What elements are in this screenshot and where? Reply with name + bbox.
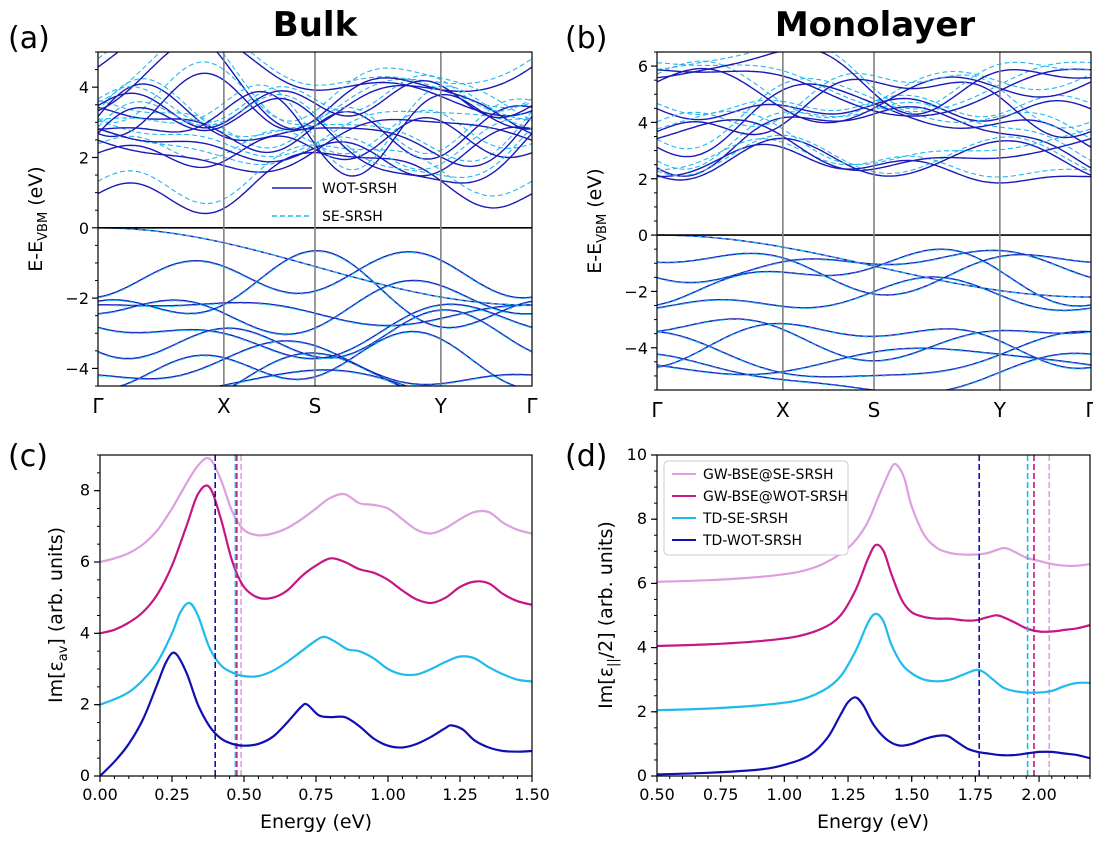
panel-d-ytick-label: 10 — [627, 445, 647, 464]
panel-b-band-se — [657, 101, 1091, 170]
panel-a-ylabel: E-EVBM (eV) — [25, 166, 51, 271]
panel-b-kpoint-label: Γ — [651, 398, 663, 422]
monolayer-kpoint-lines — [782, 52, 1001, 390]
panel-a-legend: WOT-SRSH SE-SRSH — [272, 181, 397, 225]
panel-b-monolayer-bands: 6 4 2 0 −2 −4 Γ X S Y Γ E-EVBM (eV) — [584, 51, 1093, 422]
panel-b-kpoint-label: X — [776, 398, 790, 422]
panel-a-ytick-label: 2 — [79, 148, 89, 167]
panel-a-band-se — [98, 304, 532, 360]
panel-c-xtick-label: 0.75 — [298, 785, 334, 804]
panel-c-ytick-label: 4 — [80, 623, 90, 642]
panel-d-ytick-label: 8 — [637, 509, 647, 528]
panel-label-b: (b) — [565, 21, 607, 56]
panel-b-ytick-label: 0 — [638, 226, 648, 245]
panel-d-series-0 — [657, 462, 1090, 583]
panel-a-band-se — [98, 227, 532, 306]
legend-label-td-se: TD-SE-SRSH — [702, 511, 788, 527]
panel-b-ytick-label: 6 — [638, 57, 648, 76]
panel-d-xtick-label: 0.75 — [703, 785, 739, 804]
panel-a-band-se — [98, 251, 532, 300]
panel-a-ytick-label: −4 — [65, 359, 89, 378]
title-bulk: Bulk — [273, 5, 359, 45]
panel-c-ytick-label: 2 — [80, 695, 90, 714]
panel-c-curves — [100, 455, 532, 776]
panel-b-ytick-label: 4 — [638, 113, 648, 132]
legend-box — [663, 460, 849, 556]
panel-c-xtick-label: 1.50 — [514, 785, 550, 804]
legend-label-td-wot: TD-WOT-SRSH — [702, 533, 802, 549]
legend-label-wot: WOT-SRSH — [322, 181, 397, 197]
panel-d-xtick-label: 1.75 — [958, 785, 994, 804]
panel-d-xtick-label: 2.00 — [1021, 785, 1057, 804]
panel-c-xtick-label: 1.25 — [442, 785, 478, 804]
title-monolayer: Monolayer — [775, 5, 976, 45]
panel-d-xtick-label: 0.50 — [639, 785, 675, 804]
panel-d-xlabel: Energy (eV) — [817, 811, 929, 833]
panel-d-legend: GW-BSE@SE-SRSH GW-BSE@WOT-SRSH TD-SE-SRS… — [663, 460, 849, 556]
panel-b-kpoint-label: S — [868, 398, 881, 422]
panel-c-frame — [99, 454, 533, 777]
panel-d-ytick-label: 0 — [637, 766, 647, 785]
panel-d-series-1 — [657, 543, 1090, 648]
panel-d-monolayer-spectra: 0.50 0.75 1.00 1.25 1.50 1.75 2.00 0 2 4 6 8 10 Ener… — [595, 445, 1091, 833]
panel-d-series-2 — [657, 612, 1090, 712]
bulk-kpoint-lines — [223, 52, 442, 386]
panel-d-curves — [657, 455, 1090, 776]
legend-label-gwbse-se: GW-BSE@SE-SRSH — [703, 467, 834, 483]
panel-b-band-se — [657, 249, 1091, 308]
panel-b-band-se — [657, 353, 1091, 390]
panel-label-c: (c) — [8, 439, 48, 474]
panel-d-xtick-label: 1.50 — [894, 785, 930, 804]
panel-b-ytick-label: 2 — [638, 170, 648, 189]
panel-d-ylabel: Im[ε||/2] (arb. units) — [595, 521, 621, 709]
panel-c-ytick-label: 8 — [80, 481, 90, 500]
panel-c-xlabel: Energy (eV) — [260, 811, 372, 833]
legend-label-se: SE-SRSH — [322, 209, 383, 225]
panel-a-ytick-label: 4 — [79, 78, 89, 97]
panel-d-ytick-label: 2 — [637, 702, 647, 721]
panel-c-series-0 — [100, 456, 532, 564]
panel-a-kpoint-label: Y — [434, 394, 448, 418]
panel-d-ytick-label: 6 — [637, 573, 647, 592]
panel-label-d: (d) — [565, 439, 607, 474]
panel-c-xtick-label: 1.00 — [370, 785, 406, 804]
panel-c-ticks: 0.00 0.25 0.50 0.75 1.00 1.25 1.50 0 2 4 6 8 — [80, 454, 550, 804]
panel-a-kpoint-label: Γ — [526, 394, 538, 418]
panel-c-ytick-label: 6 — [80, 552, 90, 571]
panel-d-ticks: 0.50 0.75 1.00 1.25 1.50 1.75 2.00 0 2 4 6 8 10 — [627, 445, 1091, 804]
panel-a-yticks: 4 2 0 −2 −4 — [65, 51, 98, 387]
panel-d-xtick-label: 1.25 — [830, 785, 866, 804]
panel-c-series-2 — [100, 601, 532, 706]
panel-c-series-1 — [100, 484, 532, 635]
legend-label-gwbse-wot: GW-BSE@WOT-SRSH — [703, 489, 848, 505]
panel-b-ytick-label: −4 — [624, 339, 648, 358]
panel-a-ytick-label: 0 — [79, 219, 89, 238]
panel-c-xtick-label: 0.25 — [154, 785, 190, 804]
panel-a-kpoint-label: X — [217, 394, 231, 418]
panel-c-ylabel: Im[εav] (arb. units) — [45, 527, 71, 703]
panel-c-series-3 — [100, 651, 532, 776]
panel-a-kpoint-label: S — [309, 394, 322, 418]
panel-d-xtick-label: 1.00 — [767, 785, 803, 804]
panel-b-kpoint-label: Γ — [1085, 398, 1093, 422]
panel-c-bulk-spectra: 0.00 0.25 0.50 0.75 1.00 1.25 1.50 0 2 4 6 8 Energy… — [45, 454, 550, 833]
panel-b-yticks: 6 4 2 0 −2 −4 — [624, 51, 657, 391]
panel-b-ytick-label: −2 — [624, 282, 648, 301]
panel-b-ylabel: E-EVBM (eV) — [584, 168, 610, 273]
panel-c-ytick-label: 0 — [80, 766, 90, 785]
panel-d-series-3 — [657, 696, 1090, 776]
panel-b-kpoint-label: Y — [993, 398, 1007, 422]
panel-label-a: (a) — [8, 21, 50, 56]
panel-a-ytick-label: −2 — [65, 289, 89, 308]
panel-a-frame — [97, 51, 533, 387]
panel-b-band-se — [657, 94, 1091, 118]
panel-a-bulk-bands: 4 2 0 −2 −4 Γ X S Y Γ E-EVBM (eV) WOT-SRSH SE-SR… — [25, 51, 538, 418]
panel-a-kpoint-label: Γ — [92, 394, 104, 418]
panel-c-xtick-label: 0.50 — [226, 785, 262, 804]
panel-c-xtick-label: 0.00 — [82, 785, 118, 804]
panel-d-ytick-label: 4 — [637, 638, 647, 657]
